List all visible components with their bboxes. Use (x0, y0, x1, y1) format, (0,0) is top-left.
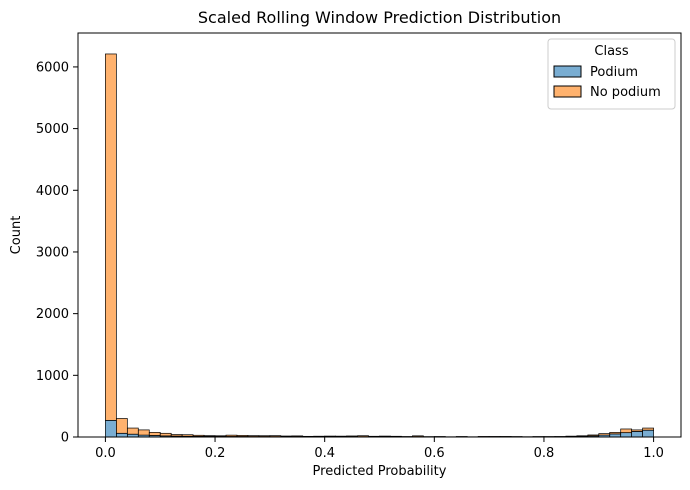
no-podium-bar (170, 434, 183, 437)
x-tick-label: 0.0 (95, 446, 116, 461)
podium-legend-label: Podium (590, 65, 638, 80)
plot-frame (77, 32, 682, 438)
no-podium-bar (236, 435, 249, 437)
y-axis: 0 1000 2000 3000 4000 5000 6000 (36, 60, 78, 446)
y-tick-label: 6000 (36, 60, 69, 75)
no-podium-bar (258, 435, 271, 437)
no-podium-bar (126, 427, 139, 435)
y-tick-label: 3000 (36, 245, 69, 260)
podium-bar (116, 432, 128, 438)
no-podium-bar (181, 434, 194, 437)
y-tick-label: 4000 (36, 184, 69, 199)
no-podium-bar (247, 435, 260, 437)
no-podium-bar (620, 428, 633, 434)
x-axis: 0.0 0.2 0.4 0.6 0.8 1.0 (95, 437, 664, 461)
x-tick-label: 0.8 (534, 446, 555, 461)
y-tick-label: 1000 (36, 369, 69, 384)
no-podium-bar (269, 435, 282, 437)
x-axis-label: Predicted Probability (313, 464, 447, 479)
legend-title: Class (594, 44, 628, 59)
no-podium-bar (609, 432, 622, 435)
no-podium-bar (148, 432, 161, 436)
podium-bar (642, 429, 654, 438)
no-podium-bar (137, 429, 150, 436)
podium-bar (105, 419, 117, 438)
y-tick-label: 5000 (36, 122, 69, 137)
chart-title: Scaled Rolling Window Prediction Distrib… (198, 8, 561, 27)
podium-bar (620, 432, 633, 438)
no-podium-bar (105, 53, 117, 421)
no-podium-bar (225, 434, 238, 437)
no-podium-bar (214, 435, 227, 437)
podium-bar (631, 431, 643, 438)
no-podium-bar (587, 434, 600, 437)
x-tick-label: 0.4 (314, 446, 335, 461)
no-podium-bar (203, 435, 216, 437)
x-tick-label: 0.6 (424, 446, 445, 461)
y-tick-label: 0 (61, 431, 69, 446)
no-podium-bar (192, 434, 205, 437)
no-podium-bar (116, 418, 128, 434)
no-podium-bar (631, 429, 643, 432)
y-axis-label: Count (9, 216, 24, 255)
no-podium-legend-swatch (553, 85, 582, 98)
x-tick-label: 0.2 (205, 446, 226, 461)
no-podium-legend-label: No podium (590, 85, 661, 100)
y-tick-label: 2000 (36, 307, 69, 322)
no-podium-bar (598, 433, 611, 436)
no-podium-bar (642, 427, 654, 431)
no-podium-bar (159, 432, 172, 437)
legend: Class Podium No podium (547, 38, 676, 110)
x-tick-label: 1.0 (643, 446, 664, 461)
podium-legend-swatch (553, 65, 582, 78)
